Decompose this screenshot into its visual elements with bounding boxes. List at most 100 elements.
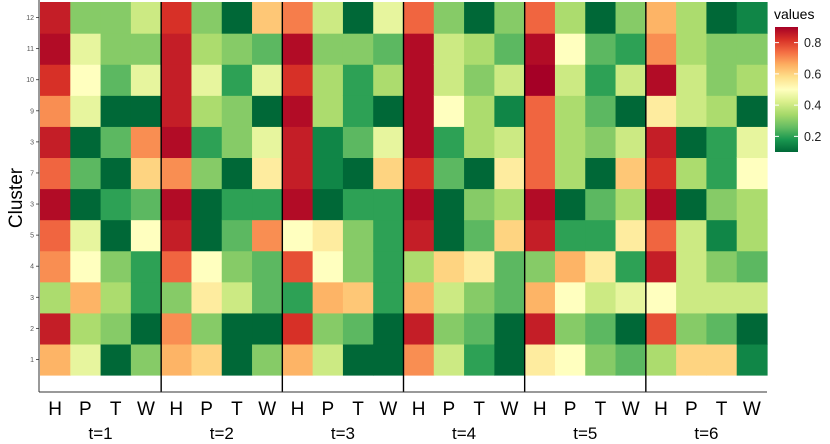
heatmap-cell [554, 64, 586, 96]
heatmap-cell [373, 343, 405, 376]
heatmap-cell [645, 95, 677, 127]
x-tick-label: P [79, 399, 92, 420]
heatmap-cell [373, 157, 405, 190]
heatmap-cell [70, 95, 102, 127]
heatmap-cell [494, 33, 526, 65]
x-tick-label: W [137, 399, 155, 420]
heatmap-cell [554, 126, 586, 159]
heatmap-cell [70, 219, 102, 252]
heatmap-cell [70, 188, 102, 221]
heatmap-cell [554, 281, 586, 314]
heatmap-cell [524, 281, 556, 314]
group-label: t=1 [89, 424, 113, 443]
heatmap-cell [100, 64, 132, 96]
heatmap-cell [191, 343, 223, 376]
legend-tick-label: 0.8 [804, 36, 821, 50]
heatmap-cell [342, 250, 374, 283]
heatmap-cell [464, 250, 495, 283]
heatmap-cell [161, 312, 193, 345]
heatmap-cell [706, 157, 738, 190]
y-tick-label: 7 [30, 171, 34, 178]
x-tick-label: H [169, 399, 183, 420]
heatmap-cell [130, 64, 162, 96]
x-tick-label: T [595, 399, 607, 420]
x-tick-label: H [412, 399, 426, 420]
heatmap-cell [494, 157, 526, 190]
heatmap-cell [676, 64, 708, 96]
heatmap-cell [615, 343, 647, 376]
heatmap-cell [403, 281, 435, 314]
group-label: t=4 [452, 424, 476, 443]
heatmap-cell [161, 95, 193, 127]
heatmap-cell [100, 219, 132, 252]
heatmap-cell [161, 250, 193, 283]
heatmap-cell [554, 312, 586, 345]
heatmap-cell [706, 250, 738, 283]
heatmap-cell [252, 343, 283, 376]
heatmap-cell [645, 281, 677, 314]
heatmap-cell [342, 343, 374, 376]
heatmap-cell [373, 250, 405, 283]
panel-separators [160, 2, 647, 392]
heatmap-cell [585, 126, 617, 159]
heatmap-cell [706, 312, 738, 345]
heatmap-cell [403, 126, 435, 159]
heatmap-cell [130, 188, 162, 221]
heatmap-cell [252, 126, 283, 159]
heatmap-cell [161, 343, 193, 376]
heatmap-cell [524, 126, 556, 159]
heatmap-cell [433, 33, 465, 65]
heatmap-cell [191, 95, 223, 127]
heatmap-cell [100, 33, 132, 65]
heatmap-cell [645, 343, 677, 376]
legend-ticks: 0.2 0.4 0.6 0.8 [775, 36, 821, 144]
heatmap-cell [524, 64, 556, 96]
heatmap-cell [70, 64, 102, 96]
heatmap-cell [282, 157, 314, 190]
heatmap-cell [403, 2, 435, 34]
heatmap-cell [221, 2, 253, 34]
group-label: t=5 [573, 424, 597, 443]
heatmap-cell [373, 33, 405, 65]
heatmap-cell [221, 312, 253, 345]
heatmap-cell [70, 343, 102, 376]
heatmap-cell [676, 343, 708, 376]
heatmap-cell [706, 219, 738, 252]
heatmap-cell [736, 219, 768, 252]
heatmap-cell [221, 250, 253, 283]
heatmap-cell [312, 312, 344, 345]
heatmap-cell [312, 219, 344, 252]
x-tick-label: W [501, 399, 519, 420]
heatmap-cell [494, 343, 526, 376]
heatmap-cell [130, 157, 162, 190]
x-tick-label: T [231, 399, 243, 420]
heatmap-cell [221, 33, 253, 65]
heatmap-cell [464, 126, 495, 159]
heatmap-cell [433, 64, 465, 96]
heatmap-cell [130, 2, 162, 34]
legend-title: values [774, 6, 814, 22]
heatmap-cell [433, 95, 465, 127]
heatmap-cell [312, 2, 344, 34]
heatmap-cell [282, 126, 314, 159]
x-tick-label: H [654, 399, 668, 420]
heatmap-cell [312, 33, 344, 65]
heatmap-cell [615, 126, 647, 159]
heatmap-cell [252, 33, 283, 65]
heatmap-cell [706, 126, 738, 159]
heatmap-cell [342, 64, 374, 96]
heatmap-cell [403, 312, 435, 345]
heatmap-cell [130, 219, 162, 252]
heatmap-cell [464, 281, 495, 314]
heatmap-cell [40, 95, 71, 127]
heatmap-cell [524, 33, 556, 65]
heatmap-cell [433, 126, 465, 159]
heatmap-cell [373, 281, 405, 314]
heatmap-cell [40, 188, 71, 221]
heatmap-cell [40, 343, 71, 376]
heatmap-cell [221, 281, 253, 314]
axes [38, 0, 767, 393]
heatmap-cell [615, 2, 647, 34]
heatmap-cell [221, 95, 253, 127]
